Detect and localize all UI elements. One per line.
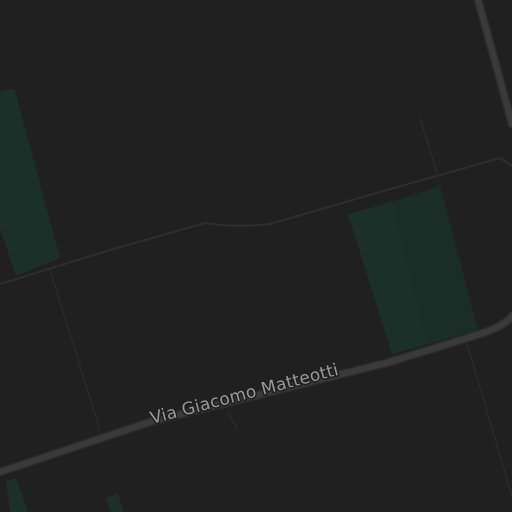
main-road-fill[interactable] <box>0 313 512 475</box>
vegetation-area-bottom-mid <box>106 494 124 512</box>
vegetation-area-bottom-left <box>6 478 28 512</box>
vegetation-area-right-b <box>392 186 478 344</box>
vegetation-area-left <box>0 88 60 276</box>
field-boundaries <box>49 117 512 497</box>
side-road-fill[interactable] <box>475 0 512 127</box>
field-boundary <box>49 269 101 431</box>
field-boundary <box>465 339 512 497</box>
vegetation-area-right-a <box>348 202 428 354</box>
secondary-track <box>0 156 512 285</box>
field-boundary <box>419 117 439 177</box>
field-boundary <box>227 411 239 431</box>
